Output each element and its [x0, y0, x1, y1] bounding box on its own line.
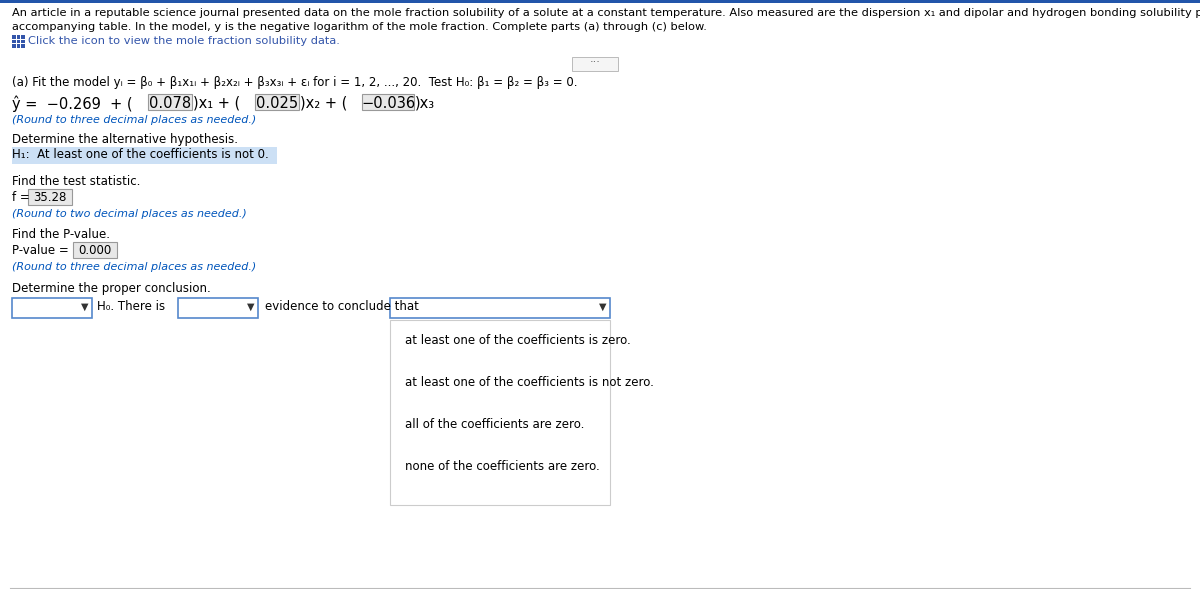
- Bar: [256, 94, 299, 110]
- Text: at least one of the coefficients is zero.: at least one of the coefficients is zero…: [406, 334, 631, 347]
- Text: none of the coefficients are zero.: none of the coefficients are zero.: [406, 460, 600, 473]
- Bar: [73, 242, 118, 258]
- Bar: [17, 44, 20, 48]
- Text: ▼: ▼: [80, 302, 88, 312]
- Text: ···: ···: [589, 57, 600, 67]
- Text: H₀. There is: H₀. There is: [97, 300, 166, 313]
- Bar: [28, 189, 72, 205]
- Text: 35.28: 35.28: [34, 191, 67, 204]
- Bar: [572, 57, 618, 71]
- Bar: [390, 320, 610, 505]
- Text: Find the test statistic.: Find the test statistic.: [12, 175, 140, 188]
- Bar: [148, 94, 192, 110]
- Text: 0.078: 0.078: [149, 96, 191, 111]
- Text: at least one of the coefficients is not zero.: at least one of the coefficients is not …: [406, 376, 654, 389]
- Text: ▼: ▼: [246, 302, 254, 312]
- Text: (Round to three decimal places as needed.): (Round to three decimal places as needed…: [12, 262, 257, 272]
- Text: Determine the alternative hypothesis.: Determine the alternative hypothesis.: [12, 133, 238, 146]
- Bar: [17, 39, 20, 43]
- Bar: [0, 0, 1200, 3]
- Bar: [12, 298, 92, 318]
- Text: )x₁ + (: )x₁ + (: [193, 96, 240, 111]
- Text: (Round to three decimal places as needed.): (Round to three decimal places as needed…: [12, 115, 257, 125]
- Text: (Round to two decimal places as needed.): (Round to two decimal places as needed.): [12, 209, 247, 219]
- Bar: [22, 39, 25, 43]
- Text: H₁:  At least one of the coefficients is not 0.: H₁: At least one of the coefficients is …: [12, 148, 269, 161]
- Text: evidence to conclude that: evidence to conclude that: [265, 300, 419, 313]
- Text: )x₃: )x₃: [415, 96, 436, 111]
- Bar: [390, 298, 610, 318]
- Text: Find the P-value.: Find the P-value.: [12, 228, 110, 241]
- Text: 0.025: 0.025: [256, 96, 298, 111]
- Text: −0.036: −0.036: [361, 96, 415, 111]
- Text: ▼: ▼: [599, 302, 606, 312]
- Text: f =: f =: [12, 191, 30, 204]
- Text: Determine the proper conclusion.: Determine the proper conclusion.: [12, 282, 211, 295]
- Text: accompanying table. In the model, y is the negative logarithm of the mole fracti: accompanying table. In the model, y is t…: [12, 22, 707, 32]
- Bar: [178, 298, 258, 318]
- Bar: [22, 44, 25, 48]
- Text: (a) Fit the model yᵢ = β₀ + β₁x₁ᵢ + β₂x₂ᵢ + β₃x₃ᵢ + εᵢ for i = 1, 2, ..., 20.  T: (a) Fit the model yᵢ = β₀ + β₁x₁ᵢ + β₂x₂…: [12, 76, 577, 89]
- Text: all of the coefficients are zero.: all of the coefficients are zero.: [406, 418, 584, 431]
- Text: ŷ =  −0.269  + (: ŷ = −0.269 + (: [12, 96, 133, 112]
- Text: )x₂ + (: )x₂ + (: [300, 96, 347, 111]
- Bar: [362, 94, 414, 110]
- Text: Click the icon to view the mole fraction solubility data.: Click the icon to view the mole fraction…: [28, 36, 340, 46]
- Bar: [12, 35, 16, 38]
- Text: P-value =: P-value =: [12, 244, 68, 257]
- Text: 0.000: 0.000: [78, 244, 112, 257]
- Text: An article in a reputable science journal presented data on the mole fraction so: An article in a reputable science journa…: [12, 8, 1200, 18]
- Bar: [22, 35, 25, 38]
- Bar: [17, 35, 20, 38]
- Bar: [12, 44, 16, 48]
- Bar: [12, 147, 277, 164]
- Bar: [12, 39, 16, 43]
